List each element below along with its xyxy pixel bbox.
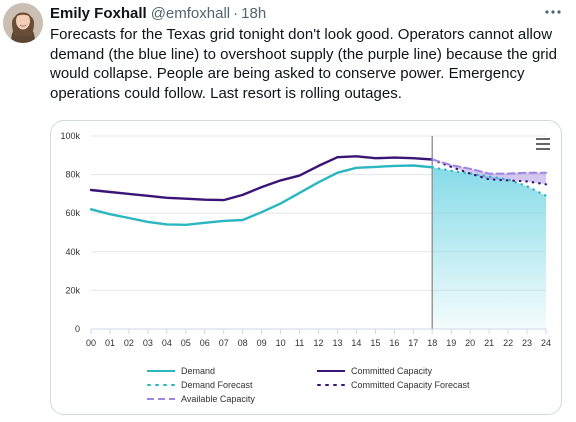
- series-line-available-capacity: [431, 158, 547, 175]
- grid-chart: 0 20k 40k 60k 80k 100k 00 01 02 03 04 05 06 07 08 09 10 1…: [60, 131, 551, 348]
- x-tick-label: 05: [181, 338, 191, 348]
- x-tick-label: 20: [465, 338, 475, 348]
- x-tick-label: 04: [162, 338, 172, 348]
- x-tick-label: 06: [200, 338, 210, 348]
- y-tick-label: 60k: [65, 208, 80, 218]
- x-tick-label: 21: [484, 338, 494, 348]
- legend-label-committed-capacity: Committed Capacity: [351, 366, 433, 376]
- avatar[interactable]: [3, 3, 43, 43]
- legend-item-available-capacity[interactable]: Available Capacity: [147, 393, 255, 405]
- author-handle[interactable]: @emfoxhall: [150, 4, 231, 22]
- hamburger-menu-icon: [536, 138, 550, 150]
- x-tick-label: 22: [503, 338, 513, 348]
- legend-label-demand-forecast: Demand Forecast: [181, 380, 253, 390]
- avatar-portrait-icon: [3, 3, 43, 43]
- chart-axes: 0 20k 40k 60k 80k 100k 00 01 02 03 04 05 06 07 08 09 10 1…: [60, 131, 551, 348]
- chart-series: [89, 155, 548, 226]
- tweet-text: Forecasts for the Texas grid tonight don…: [50, 26, 557, 102]
- y-tick-label: 80k: [65, 170, 80, 180]
- legend-label-committed-capacity-forecast: Committed Capacity Forecast: [351, 380, 470, 390]
- x-tick-label: 24: [541, 338, 551, 348]
- y-tick-label: 40k: [65, 247, 80, 257]
- x-tick-label: 00: [86, 338, 96, 348]
- x-tick-label: 12: [313, 338, 323, 348]
- y-tick-label: 0: [75, 324, 80, 334]
- tweet-header: Emily Foxhall @emfoxhall · 18h: [50, 3, 266, 23]
- series-line-committed-capacity-forecast: [431, 158, 548, 186]
- x-tick-label: 16: [389, 338, 399, 348]
- x-tick-label: 07: [219, 338, 229, 348]
- series-line-demand-forecast: [431, 166, 548, 197]
- author-name[interactable]: Emily Foxhall: [50, 4, 147, 22]
- series-line-demand: [89, 164, 434, 226]
- x-tick-label: 10: [276, 338, 286, 348]
- x-tick-label: 18: [427, 338, 437, 348]
- chart-menu-button[interactable]: [536, 138, 550, 152]
- legend-item-demand[interactable]: Demand: [147, 365, 215, 377]
- demand-forecast-area: [432, 167, 546, 329]
- legend-item-committed-capacity[interactable]: Committed Capacity: [317, 365, 432, 377]
- legend-label-available-capacity: Available Capacity: [181, 394, 255, 404]
- y-tick-label: 20k: [65, 285, 80, 295]
- tweet-timestamp[interactable]: 18h: [241, 4, 267, 22]
- x-tick-label: 11: [295, 338, 304, 348]
- y-tick-label: 100k: [60, 131, 80, 141]
- series-line-committed-capacity: [89, 155, 434, 202]
- legend-item-committed-capacity-forecast[interactable]: Committed Capacity Forecast: [317, 379, 470, 391]
- more-options-button[interactable]: [542, 2, 564, 22]
- available-capacity-band: [432, 159, 546, 185]
- x-tick-label: 02: [124, 338, 134, 348]
- x-tick-label: 08: [238, 338, 248, 348]
- legend-label-demand: Demand: [181, 366, 216, 376]
- more-horizontal-icon: [545, 10, 561, 14]
- header-separator: ·: [233, 4, 239, 22]
- legend-item-demand-forecast[interactable]: Demand Forecast: [147, 379, 253, 391]
- chart-card[interactable]: 0 20k 40k 60k 80k 100k 00 01 02 03 04 05 06 07 08 09 10 1…: [50, 120, 562, 415]
- x-tick-label: 23: [522, 338, 532, 348]
- x-tick-label: 03: [143, 338, 153, 348]
- x-tick-label: 01: [105, 338, 115, 348]
- x-tick-label: 17: [408, 338, 418, 348]
- x-tick-label: 13: [332, 338, 342, 348]
- x-tick-label: 14: [351, 338, 361, 348]
- x-tick-label: 09: [257, 338, 267, 348]
- x-tick-label: 15: [370, 338, 380, 348]
- x-tick-label: 19: [446, 338, 456, 348]
- chart-legend: Demand Committed Capacity Demand Forecas…: [147, 365, 507, 409]
